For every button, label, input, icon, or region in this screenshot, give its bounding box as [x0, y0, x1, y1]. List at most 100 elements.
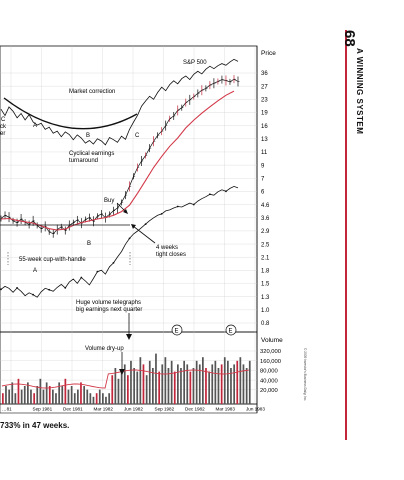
volume-bar — [61, 386, 64, 404]
volume-bar — [177, 364, 179, 404]
volume-bar — [105, 396, 107, 404]
page-divider-rule — [345, 30, 347, 440]
pattern-a-top: A — [33, 123, 37, 129]
x-tick-label: …81 — [2, 407, 12, 412]
volume-bar — [167, 368, 170, 404]
volume-bar — [114, 368, 117, 404]
volume-bar — [133, 368, 136, 404]
volume-bar — [108, 393, 111, 404]
pattern-c-left: C — [1, 117, 6, 123]
volume-bar — [198, 364, 201, 404]
volume-bar — [242, 364, 245, 404]
volume-bar — [173, 371, 176, 404]
volume-bar — [117, 378, 120, 404]
figure-caption: 733% in 47 weeks. — [0, 421, 70, 430]
price-tick-label: 19 — [261, 111, 268, 117]
volume-bar — [55, 393, 57, 404]
rs-dot — [128, 237, 131, 240]
volume-bar — [220, 364, 223, 404]
weeks-arrow-head — [131, 224, 136, 229]
price-tick-label: 2.1 — [261, 255, 270, 261]
volume-bar — [98, 389, 101, 404]
volume-bar — [36, 386, 39, 404]
volume-bar — [170, 360, 173, 404]
volume-tick-label: 160,000 — [260, 359, 281, 365]
x-tick-label: Dec 1981 — [63, 407, 83, 412]
volume-note-1: Huge volume telegraphs — [76, 300, 141, 306]
x-tick-label: Jun 1982 — [124, 407, 143, 412]
price-tick-label: 6 — [261, 190, 265, 196]
x-tick-label: Sep 1981 — [33, 407, 53, 412]
price-axis-label: Price — [261, 50, 276, 57]
rs-dot — [80, 276, 83, 279]
weeks-arrow — [132, 225, 156, 244]
buy-arrow-head — [123, 209, 128, 214]
volume-bar — [136, 371, 139, 404]
volume-bar — [130, 360, 132, 404]
pattern-c-top: C — [135, 133, 140, 139]
rs-dot — [208, 193, 211, 196]
volume-bar — [52, 389, 54, 404]
volume-bar — [20, 389, 23, 404]
base-b-label: B — [87, 241, 91, 247]
volume-bar — [45, 382, 48, 404]
volume-bar — [127, 375, 129, 404]
rs-dot — [192, 203, 195, 206]
series-relative-strength — [0, 185, 239, 298]
sp500-label: S&P 500 — [183, 60, 207, 66]
buy-label: Buy — [104, 198, 114, 204]
volume-bar — [205, 368, 207, 404]
svg-text:E: E — [229, 329, 233, 335]
volume-bar — [148, 360, 151, 404]
price-tick-label: 7 — [261, 176, 265, 182]
volume-bar — [202, 357, 204, 404]
volume-bar — [236, 360, 239, 404]
volume-axis-label: Volume — [261, 337, 283, 344]
dry-up-arrow-head — [119, 369, 125, 375]
volume-bar — [2, 393, 4, 404]
rs-dot — [225, 190, 227, 193]
volume-bar — [86, 389, 89, 404]
fragment-er: er — [0, 131, 5, 137]
volume-bar — [17, 378, 20, 404]
price-tick-label: 11 — [261, 150, 268, 156]
volume-bar — [192, 368, 195, 404]
rs-dot — [32, 293, 35, 296]
volume-bar — [161, 364, 164, 404]
price-tick-label: 36 — [261, 71, 268, 77]
volume-bar — [120, 371, 123, 404]
weeks-label-1: 4 weeks — [156, 245, 178, 251]
volume-note-2: big earnings next quarter — [76, 307, 142, 313]
volume-bar — [67, 389, 70, 404]
volume-bar — [180, 368, 182, 404]
svg-text:E: E — [175, 329, 179, 335]
base-a-label: A — [33, 268, 37, 274]
rs-dot — [144, 223, 147, 226]
volume-bar — [95, 393, 98, 404]
volume-bar — [80, 382, 82, 404]
volume-bar — [27, 382, 29, 404]
volume-bar — [230, 368, 232, 404]
base-span-label: 55-week cup-with-handle — [19, 257, 86, 263]
volume-bar — [5, 386, 7, 404]
price-tick-label: 2.9 — [261, 229, 270, 235]
series-moving-average — [0, 90, 235, 231]
volume-bar — [11, 382, 14, 404]
volume-bar — [164, 357, 167, 404]
volume-bar — [73, 393, 76, 404]
volume-note-arrow-head — [126, 334, 132, 340]
price-tick-label: 2.5 — [261, 242, 270, 248]
volume-bar — [227, 360, 229, 404]
series-s-p-500 — [0, 58, 239, 146]
volume-bar — [223, 357, 226, 404]
volume-bar — [30, 389, 32, 404]
x-tick-label: Jun 1983 — [246, 407, 265, 412]
x-tick-label: Mar 1982 — [94, 407, 114, 412]
volume-bar — [83, 386, 86, 404]
volume-bar — [142, 364, 145, 404]
price-tick-label: 1.5 — [261, 282, 270, 288]
x-tick-label: Dec 1982 — [185, 407, 205, 412]
volume-tick-label: 20,000 — [260, 388, 278, 394]
cyclical-label-1: Cyclical earnings — [69, 151, 114, 157]
